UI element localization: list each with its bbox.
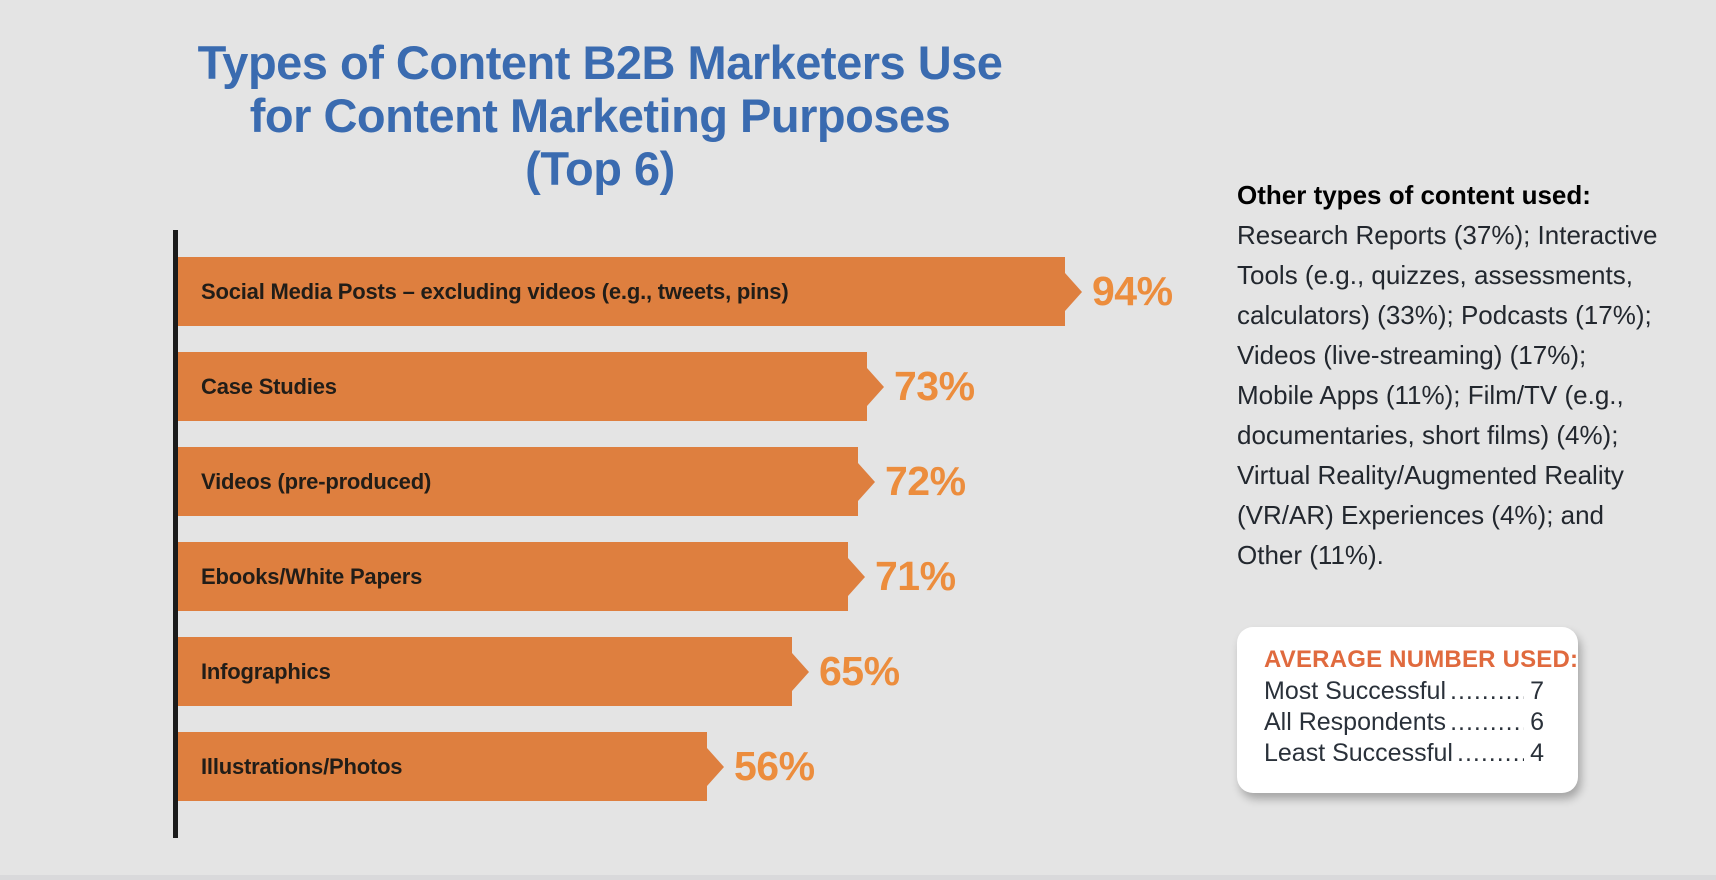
leader-dots: ........................................ xyxy=(1450,677,1524,705)
arrow-right-icon xyxy=(867,367,884,406)
bar-row-illustrations-photos: Illustrations/Photos 56% xyxy=(178,732,1173,801)
arrow-right-icon xyxy=(1065,272,1082,311)
average-row-least-successful: Least Successful .......................… xyxy=(1264,738,1544,769)
arrow-right-icon xyxy=(707,747,724,786)
bar-label: Videos (pre-produced) xyxy=(201,468,432,494)
bar-value-label: 94% xyxy=(1092,268,1173,314)
bar-ebooks-white-papers: Ebooks/White Papers xyxy=(178,542,865,611)
bar-infographics: Infographics xyxy=(178,637,809,706)
bar-row-ebooks-white-papers: Ebooks/White Papers 71% xyxy=(178,542,1173,611)
other-content-line: (VR/AR) Experiences (4%); and xyxy=(1237,500,1605,530)
average-row-value: 6 xyxy=(1530,708,1544,736)
other-content-line: calculators) (33%); Podcasts (17%); xyxy=(1237,300,1652,330)
bar-row-videos-pre-produced: Videos (pre-produced) 72% xyxy=(178,447,1173,516)
arrow-right-icon xyxy=(848,557,865,596)
bar-row-infographics: Infographics 65% xyxy=(178,637,1173,706)
y-axis-line xyxy=(173,230,178,838)
average-row-value: 4 xyxy=(1530,739,1544,767)
bar-case-studies: Case Studies xyxy=(178,352,884,421)
bar-value-label: 72% xyxy=(885,458,966,504)
average-row-value: 7 xyxy=(1530,677,1544,705)
bar-row-social-media-posts: Social Media Posts – excluding videos (e… xyxy=(178,257,1173,326)
other-content-line: Other (11%). xyxy=(1237,540,1384,570)
arrow-right-icon xyxy=(858,462,875,501)
bar-row-case-studies: Case Studies 73% xyxy=(178,352,1173,421)
other-content-line: Mobile Apps (11%); Film/TV (e.g., xyxy=(1237,380,1624,410)
average-number-used-box: AVERAGE NUMBER USED: Most Successful ...… xyxy=(1237,627,1578,793)
other-content-line: Videos (live-streaming) (17%); xyxy=(1237,340,1587,370)
bottom-edge-band xyxy=(0,875,1716,880)
bar-chart: Social Media Posts – excluding videos (e… xyxy=(178,257,1173,827)
bar-value-label: 73% xyxy=(894,363,975,409)
other-content-note: Other types of content used: Research Re… xyxy=(1237,175,1658,575)
average-row-label: All Respondents xyxy=(1264,708,1447,736)
other-content-line: documentaries, short films) (4%); xyxy=(1237,420,1619,450)
leader-dots: ........................................ xyxy=(1457,739,1524,767)
other-content-heading: Other types of content used: xyxy=(1237,180,1591,210)
page-title-line-3: (Top 6) xyxy=(525,142,675,195)
page-title: Types of Content B2B Marketers Use for C… xyxy=(100,36,1100,195)
average-row-label: Least Successful xyxy=(1264,739,1453,767)
other-content-line: Research Reports (37%); Interactive xyxy=(1237,220,1658,250)
page-title-line-1: Types of Content B2B Marketers Use xyxy=(197,36,1003,89)
bar-label: Illustrations/Photos xyxy=(201,753,403,779)
page-title-line-2: for Content Marketing Purposes xyxy=(249,89,951,142)
bar-illustrations-photos: Illustrations/Photos xyxy=(178,732,724,801)
average-row-all-respondents: All Respondents ........................… xyxy=(1264,707,1544,738)
bar-value-label: 65% xyxy=(819,648,900,694)
bar-label: Social Media Posts – excluding videos (e… xyxy=(201,278,789,304)
bar-value-label: 71% xyxy=(875,553,956,599)
bar-label: Case Studies xyxy=(201,373,337,399)
bar-value-label: 56% xyxy=(734,743,815,789)
average-row-most-successful: Most Successful ........................… xyxy=(1264,676,1544,707)
arrow-right-icon xyxy=(792,652,809,691)
average-box-heading: AVERAGE NUMBER USED: xyxy=(1264,646,1579,673)
bar-label: Infographics xyxy=(201,658,331,684)
leader-dots: ........................................ xyxy=(1450,708,1524,736)
bar-videos-pre-produced: Videos (pre-produced) xyxy=(178,447,875,516)
bar-social-media-posts: Social Media Posts – excluding videos (e… xyxy=(178,257,1082,326)
average-row-label: Most Successful xyxy=(1264,677,1447,705)
bar-label: Ebooks/White Papers xyxy=(201,563,423,589)
other-content-line: Virtual Reality/Augmented Reality xyxy=(1237,460,1624,490)
other-content-line: Tools (e.g., quizzes, assessments, xyxy=(1237,260,1633,290)
